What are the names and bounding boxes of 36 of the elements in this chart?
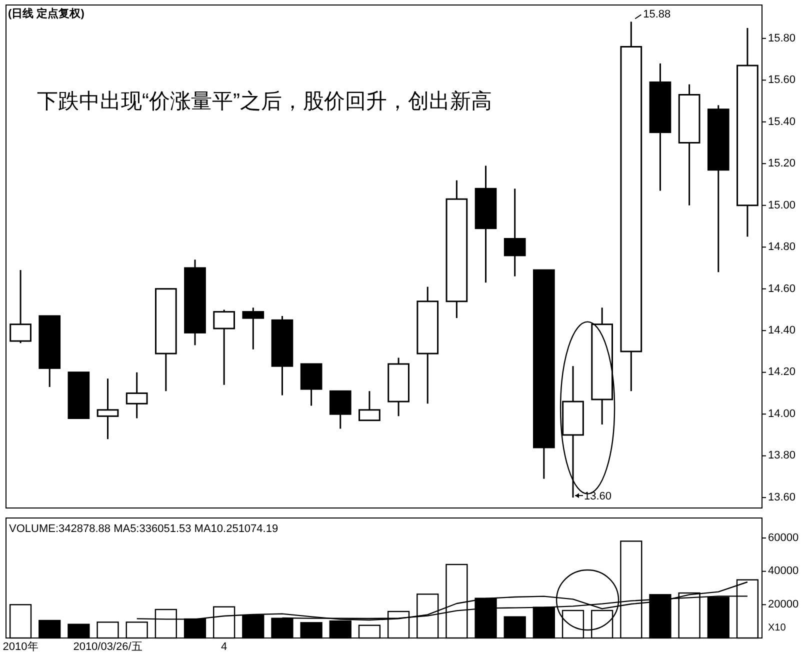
candlestick <box>416 286 439 404</box>
annotation: 下跌中出现“价涨量平”之后，股价回升，创出新高 <box>37 90 492 113</box>
candlestick <box>446 180 468 319</box>
y-tick-label: 14.40 <box>768 324 796 336</box>
annotation: 13.60 <box>584 490 612 502</box>
candlestick <box>474 164 497 284</box>
y-tick-label: 20000 <box>768 598 799 611</box>
annotation: VOLUME:342878.88 MA5:336051.53 MA10.251074.19 <box>9 523 278 535</box>
y-tick-label: 60000 <box>768 532 799 544</box>
candlestick <box>678 84 700 206</box>
y-tick-label: 15.00 <box>768 199 796 212</box>
y-tick-label: 14.20 <box>768 366 796 378</box>
candlestick <box>504 188 526 278</box>
candlestick <box>126 372 148 420</box>
y-tick-label: 14.60 <box>768 282 796 295</box>
candlestick <box>96 378 119 440</box>
y-tick-label: 15.20 <box>768 158 796 170</box>
chart-title: (日线 定点复权) <box>8 7 85 20</box>
candlestick <box>591 306 614 426</box>
candlestick <box>620 20 642 392</box>
candlestick <box>649 62 672 192</box>
y-tick-label: 14.00 <box>768 408 796 420</box>
y-tick-label: 13.80 <box>768 450 796 462</box>
y-tick-label: 40000 <box>768 565 799 578</box>
candlestick <box>184 258 206 346</box>
annotation: 15.88 <box>643 8 671 21</box>
y-tick-label: 15.80 <box>768 32 796 44</box>
y-axis-title: X10 <box>768 622 786 634</box>
x-tick-label: 2010年 <box>2 641 38 653</box>
y-tick-label: 15.60 <box>768 74 796 86</box>
candlestick <box>736 27 758 238</box>
x-tick-label: 2010/03/26/五 <box>73 641 142 653</box>
y-tick-label: 14.80 <box>768 241 796 254</box>
y-tick-label: 15.40 <box>768 116 796 128</box>
x-tick-label: 4 <box>221 641 228 653</box>
y-tick-label: 13.60 <box>768 491 796 504</box>
